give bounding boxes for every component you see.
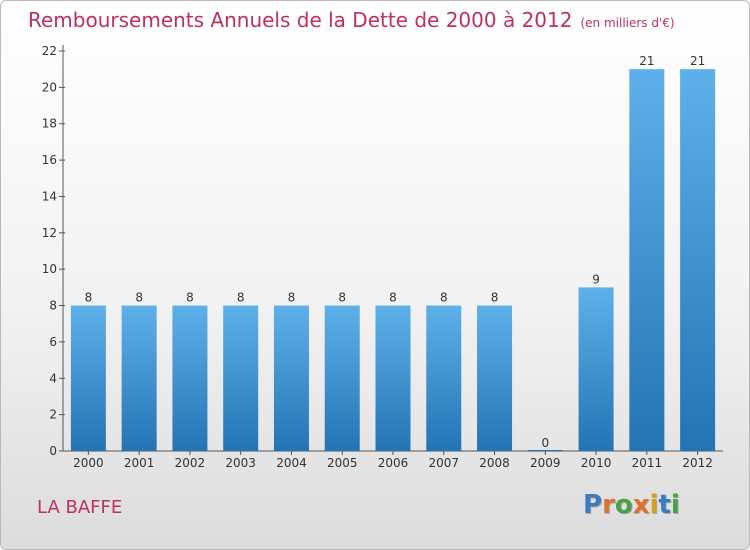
x-tick-label: 2004 <box>276 456 307 470</box>
data-label: 8 <box>440 291 448 305</box>
proxiti-logo: Proxiti <box>583 490 680 520</box>
chart-title-text: Remboursements Annuels de la Dette de 20… <box>28 8 573 32</box>
bar <box>680 69 716 451</box>
data-label: 8 <box>491 291 499 305</box>
x-tick-label: 2012 <box>682 456 713 470</box>
bar <box>578 287 614 451</box>
bar <box>629 69 665 451</box>
x-tick-label: 2011 <box>632 456 663 470</box>
logo-letter: P <box>583 490 603 520</box>
bar <box>375 305 411 451</box>
x-tick-label: 2002 <box>175 456 206 470</box>
y-tick-label: 14 <box>42 189 57 203</box>
y-tick-label: 0 <box>49 444 57 458</box>
x-tick-label: 2000 <box>73 456 104 470</box>
x-tick-label: 2008 <box>479 456 510 470</box>
x-tick-label: 2007 <box>428 456 459 470</box>
y-tick-label: 16 <box>42 153 57 167</box>
x-tick-label: 2003 <box>225 456 256 470</box>
data-label: 8 <box>135 291 143 305</box>
data-label: 8 <box>237 291 245 305</box>
y-tick-label: 18 <box>42 117 57 131</box>
logo-letter: r <box>602 490 615 520</box>
y-tick-label: 8 <box>49 299 57 313</box>
x-tick-label: 2006 <box>378 456 409 470</box>
bar <box>426 305 462 451</box>
bar <box>273 305 309 451</box>
data-label: 8 <box>288 291 296 305</box>
data-label: 8 <box>85 291 93 305</box>
y-tick-label: 2 <box>49 408 57 422</box>
logo-letter: o <box>614 490 633 520</box>
x-tick-label: 2010 <box>581 456 612 470</box>
data-label: 9 <box>592 272 600 286</box>
bar <box>172 305 208 451</box>
logo-letter: i <box>649 490 659 520</box>
bar <box>121 305 157 451</box>
y-tick-label: 20 <box>42 80 57 94</box>
data-label: 8 <box>186 291 194 305</box>
x-tick-label: 2001 <box>124 456 155 470</box>
bar <box>223 305 259 451</box>
logo-letter: t <box>658 490 671 520</box>
bar <box>477 305 513 451</box>
y-tick-label: 12 <box>42 226 57 240</box>
bar <box>324 305 360 451</box>
y-tick-label: 22 <box>42 44 57 58</box>
data-label: 8 <box>389 291 397 305</box>
commune-name: LA BAFFE <box>37 497 123 518</box>
bar <box>70 305 106 451</box>
y-tick-label: 10 <box>42 262 57 276</box>
data-label: 21 <box>690 54 705 68</box>
data-label: 8 <box>338 291 346 305</box>
y-tick-label: 4 <box>49 371 57 385</box>
data-label: 21 <box>639 54 654 68</box>
logo-letter: i <box>670 490 680 520</box>
x-tick-label: 2009 <box>530 456 561 470</box>
y-tick-label: 6 <box>49 335 57 349</box>
x-tick-label: 2005 <box>327 456 358 470</box>
unit-note: (en milliers d'€) <box>580 16 675 30</box>
chart-title: Remboursements Annuels de la Dette de 20… <box>28 8 675 32</box>
data-label: 0 <box>541 436 549 450</box>
logo-letter: x <box>632 490 650 520</box>
